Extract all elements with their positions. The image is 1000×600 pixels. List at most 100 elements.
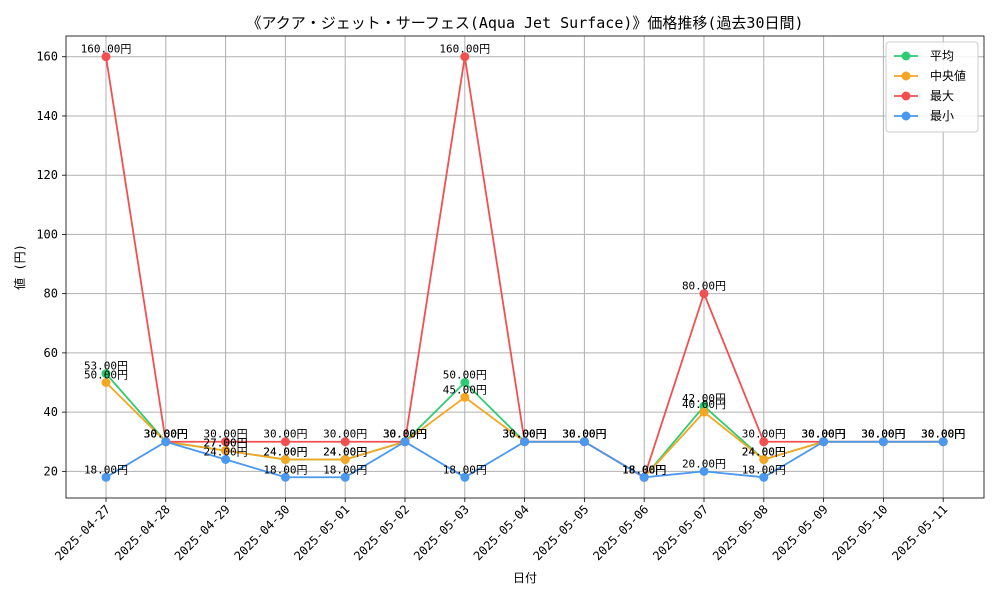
data-label: 30.00円 [503,428,547,441]
data-label: 30.00円 [742,428,786,441]
data-label: 30.00円 [383,428,427,441]
plot-frame [65,35,985,499]
data-label: 18.00円 [622,463,666,476]
data-point [520,437,530,447]
data-point [460,52,470,62]
data-point [221,437,231,447]
data-point [340,455,350,464]
data-point [101,472,111,482]
series-group [101,52,948,482]
data-label: 30.00円 [861,428,905,441]
chart-title: 《アクア・ジェット・サーフェス(Aqua Jet Surface)》価格推移(過… [246,14,803,32]
y-tick-label: 60 [44,346,58,360]
data-point [221,455,231,464]
data-point [221,446,231,456]
data-label: 30.00円 [562,428,606,441]
data-point [819,437,829,447]
data-point [161,437,171,447]
grid [66,36,984,498]
legend-marker [901,51,911,61]
data-label: 20.00円 [682,457,726,470]
data-point [340,472,350,482]
data-point [699,466,709,476]
y-tick-label: 20 [44,464,58,478]
y-tick-label: 160 [36,50,58,64]
y-tick-label: 80 [44,287,58,301]
data-label: 30.00円 [503,428,547,441]
data-label: 30.00円 [503,428,547,441]
data-label: 30.00円 [562,428,606,441]
data-point [579,437,589,447]
data-label: 24.00円 [323,446,367,459]
data-label: 30.00円 [921,428,965,441]
data-label: 30.00円 [263,428,307,441]
data-point [699,289,709,299]
data-label: 24.00円 [263,446,307,459]
data-point [460,392,470,402]
data-label: 24.00円 [204,446,248,459]
legend-label: 中央値 [930,68,966,83]
data-label: 18.00円 [742,463,786,476]
data-label: 30.00円 [802,428,846,441]
y-tick-label: 120 [36,168,58,182]
data-point [101,378,111,387]
data-label: 30.00円 [562,428,606,441]
data-label: 30.00円 [802,428,846,441]
data-point [280,472,290,482]
data-label: 18.00円 [263,463,307,476]
data-label: 30.00円 [383,428,427,441]
data-point [280,455,290,464]
data-label: 30.00円 [323,428,367,441]
data-label: 18.00円 [323,463,367,476]
data-label: 30.00円 [921,428,965,441]
data-label: 18.00円 [622,463,666,476]
data-label: 24.00円 [742,446,786,459]
data-label: 45.00円 [443,383,487,396]
data-label: 30.00円 [861,428,905,441]
data-label: 30.00円 [861,428,905,441]
data-label: 27.00円 [204,437,248,450]
legend-marker [901,91,911,101]
data-point [759,472,769,482]
data-point [280,437,290,447]
data-label: 18.00円 [443,463,487,476]
data-point [938,437,948,447]
data-label: 30.00円 [503,428,547,441]
data-label: 30.00円 [921,428,965,441]
data-point [400,437,410,447]
data-label: 30.00円 [802,428,846,441]
x-axis-label: 日付 [513,571,537,585]
data-label: 24.00円 [323,446,367,459]
legend-marker [901,71,911,81]
data-label: 18.00円 [622,463,666,476]
data-label: 80.00円 [682,280,726,293]
data-label: 53.00円 [84,360,128,373]
data-label: 30.00円 [383,428,427,441]
y-axis-label: 値 (円) [12,244,27,290]
data-label: 30.00円 [921,428,965,441]
data-label: 30.00円 [562,428,606,441]
data-point [460,472,470,482]
data-point [759,437,769,447]
y-tick-label: 40 [44,405,58,419]
legend-label: 平均 [930,49,954,63]
data-label: 30.00円 [861,428,905,441]
data-label: 27.00円 [204,437,248,450]
data-point [101,52,111,62]
legend-label: 最小 [930,109,954,123]
data-point [639,472,649,482]
data-label: 160.00円 [81,43,132,56]
data-point [460,378,470,387]
data-label: 30.00円 [144,428,188,441]
data-point [340,437,350,447]
data-label: 24.00円 [742,446,786,459]
data-label: 160.00円 [439,43,490,56]
data-label: 30.00円 [144,428,188,441]
data-label: 30.00円 [802,428,846,441]
y-tick-label: 100 [36,227,58,241]
data-label: 30.00円 [204,428,248,441]
data-label: 50.00円 [84,369,128,382]
